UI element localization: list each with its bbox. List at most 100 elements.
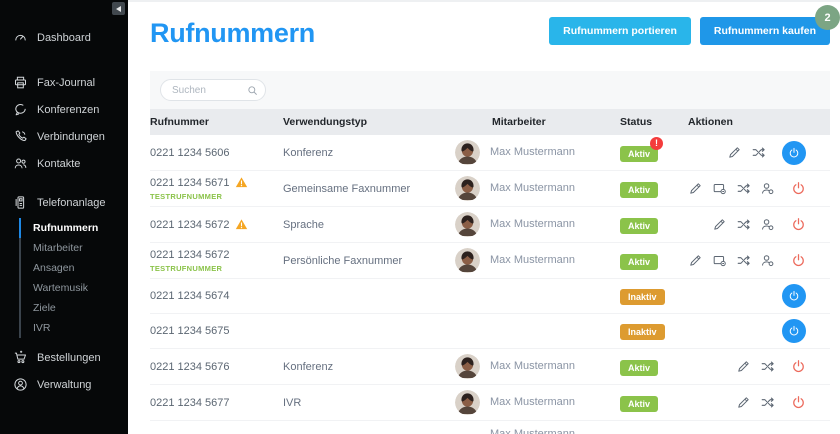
page-title: Rufnummern (150, 18, 315, 48)
avatar (455, 354, 480, 379)
telefonanlage-submenu: Rufnummern Mitarbeiter Ansagen Wartemusi… (19, 218, 128, 338)
dashboard-icon (13, 30, 28, 45)
deactivate-power-button[interactable] (791, 253, 806, 268)
admin-person-icon (13, 377, 28, 392)
submenu-item-rufnummern[interactable]: Rufnummern (19, 218, 128, 238)
sidebar-item-kontakte[interactable]: Kontakte (0, 150, 128, 177)
activate-power-button[interactable] (782, 319, 806, 343)
deactivate-power-button[interactable] (791, 181, 806, 196)
status-alert-badge: ! (650, 136, 663, 150)
usage-type: Sprache (283, 218, 324, 231)
sidebar-item-bestellungen[interactable]: Bestellungen (0, 344, 128, 371)
table-row: 0221 1234 5676 Konferenz Max Mustermann … (150, 349, 830, 385)
sidebar-item-label: Kontakte (37, 157, 81, 170)
member-names: Max Mustermann (490, 216, 575, 233)
user-action-button[interactable] (760, 181, 775, 196)
table-row: 0221 1234 5674 Inaktiv (150, 279, 830, 314)
member-names: Max MustermannBörte TschilikiRaimund Sch… (490, 426, 576, 434)
submenu-item-ziele[interactable]: Ziele (19, 298, 128, 318)
edit-action-button[interactable] (736, 359, 751, 374)
deactivate-power-button[interactable] (791, 217, 806, 232)
usage-type: Persönliche Faxnummer (283, 254, 403, 267)
main-content: Rufnummern Rufnummern portieren Rufnumme… (128, 0, 840, 434)
activate-power-button[interactable] (782, 140, 806, 165)
actions-cell (688, 359, 830, 374)
deactivate-power-button[interactable] (791, 395, 806, 410)
avatar (455, 176, 480, 201)
search-input[interactable] (160, 79, 266, 101)
table-search-bar (150, 71, 830, 109)
status-badge: Inaktiv (620, 324, 665, 340)
sidebar-item-label: Verwaltung (37, 378, 92, 391)
shuffle-action-button[interactable] (736, 253, 751, 268)
action-icons (736, 395, 775, 410)
sidebar-item-dashboard[interactable]: Dashboard (0, 24, 128, 51)
contacts-people-icon (13, 156, 28, 171)
edit-action-button[interactable] (688, 181, 703, 196)
search-icon (247, 85, 258, 96)
sidebar-item-konferenzen[interactable]: Konferenzen (0, 96, 128, 123)
status-cell: Aktiv (620, 394, 688, 412)
user-action-button[interactable] (760, 253, 775, 268)
status-cell: Aktiv (620, 358, 688, 376)
sidebar-item-telefonanlage[interactable]: Telefonanlage (0, 189, 128, 216)
status-badge: Inaktiv (620, 289, 665, 305)
status-badge: Aktiv (620, 181, 659, 198)
buy-numbers-button[interactable]: Rufnummern kaufen (699, 17, 830, 45)
table-row: 0221 1234 5677 IVR Max Mustermann Aktiv (150, 385, 830, 421)
status-cell: Inaktiv (620, 287, 688, 305)
member-cell: Max Mustermann (448, 140, 620, 165)
status-badge: Aktiv (620, 395, 659, 412)
person-avatar (455, 212, 480, 237)
user-action-button[interactable] (760, 217, 775, 232)
sidebar-item-label: Bestellungen (37, 351, 101, 364)
deactivate-power-button[interactable] (791, 359, 806, 374)
shuffle-action-button[interactable] (736, 217, 751, 232)
power-slot (784, 181, 806, 196)
buy-count-badge: 2 (815, 5, 840, 30)
submenu-item-ansagen[interactable]: Ansagen (19, 258, 128, 278)
port-numbers-button[interactable]: Rufnummern portieren (549, 17, 691, 45)
cart-icon (13, 350, 28, 365)
submenu-item-wartemusik[interactable]: Wartemusik (19, 278, 128, 298)
action-icons (688, 181, 775, 196)
edit-action-button[interactable] (727, 145, 742, 160)
submenu-item-mitarbeiter[interactable]: Mitarbeiter (19, 238, 128, 258)
sidebar-collapse-button[interactable] (112, 2, 125, 15)
member-cell: Max Mustermann (448, 176, 620, 201)
table-row: 0221 1234 5675 Inaktiv (150, 314, 830, 349)
edit-action-button[interactable] (736, 395, 751, 410)
usage-type: Gemeinsame Faxnummer (283, 182, 411, 195)
number-cell: 0221 1234 5672 (150, 218, 283, 231)
sidebar-item-verbindungen[interactable]: Verbindungen (0, 123, 128, 150)
edit-action-button[interactable] (688, 253, 703, 268)
shuffle-action-button[interactable] (760, 359, 775, 374)
edit-action-button[interactable] (712, 217, 727, 232)
member-names: Max Mustermann (490, 180, 575, 197)
power-slot (775, 284, 806, 308)
status-badge: Aktiv (620, 145, 659, 162)
table-header: Rufnummer Verwendungstyp Mitarbeiter Sta… (150, 109, 830, 135)
phone-number: 0221 1234 5677 (150, 396, 230, 409)
table-row: 0221 1234 5672 TESTRUFNUMMER Persönliche… (150, 243, 830, 279)
member-name: Max Mustermann (490, 396, 575, 409)
sidebar-item-verwaltung[interactable]: Verwaltung (0, 371, 128, 398)
shuffle-action-button[interactable] (760, 395, 775, 410)
table-row: 0221 1234 5672 Sprache Max Mustermann Ak… (150, 207, 830, 243)
activate-power-button[interactable] (782, 284, 806, 308)
person-avatar (455, 140, 480, 165)
person-avatar (455, 354, 480, 379)
person-avatar (455, 390, 480, 415)
device-action-button[interactable] (712, 181, 727, 196)
power-slot (784, 359, 806, 374)
shuffle-action-button[interactable] (736, 181, 751, 196)
sidebar-item-fax-journal[interactable]: Fax-Journal (0, 69, 128, 96)
header-actions: Rufnummern portieren Rufnummern kaufen 2 (549, 5, 840, 45)
shuffle-action-button[interactable] (751, 145, 766, 160)
phone-number: 0221 1234 5674 (150, 290, 230, 302)
device-action-button[interactable] (712, 253, 727, 268)
usage-type: Konferenz (283, 360, 334, 373)
submenu-item-ivr[interactable]: IVR (19, 318, 128, 338)
phone-number: 0221 1234 5676 (150, 360, 230, 373)
phone-calls-icon (13, 129, 28, 144)
